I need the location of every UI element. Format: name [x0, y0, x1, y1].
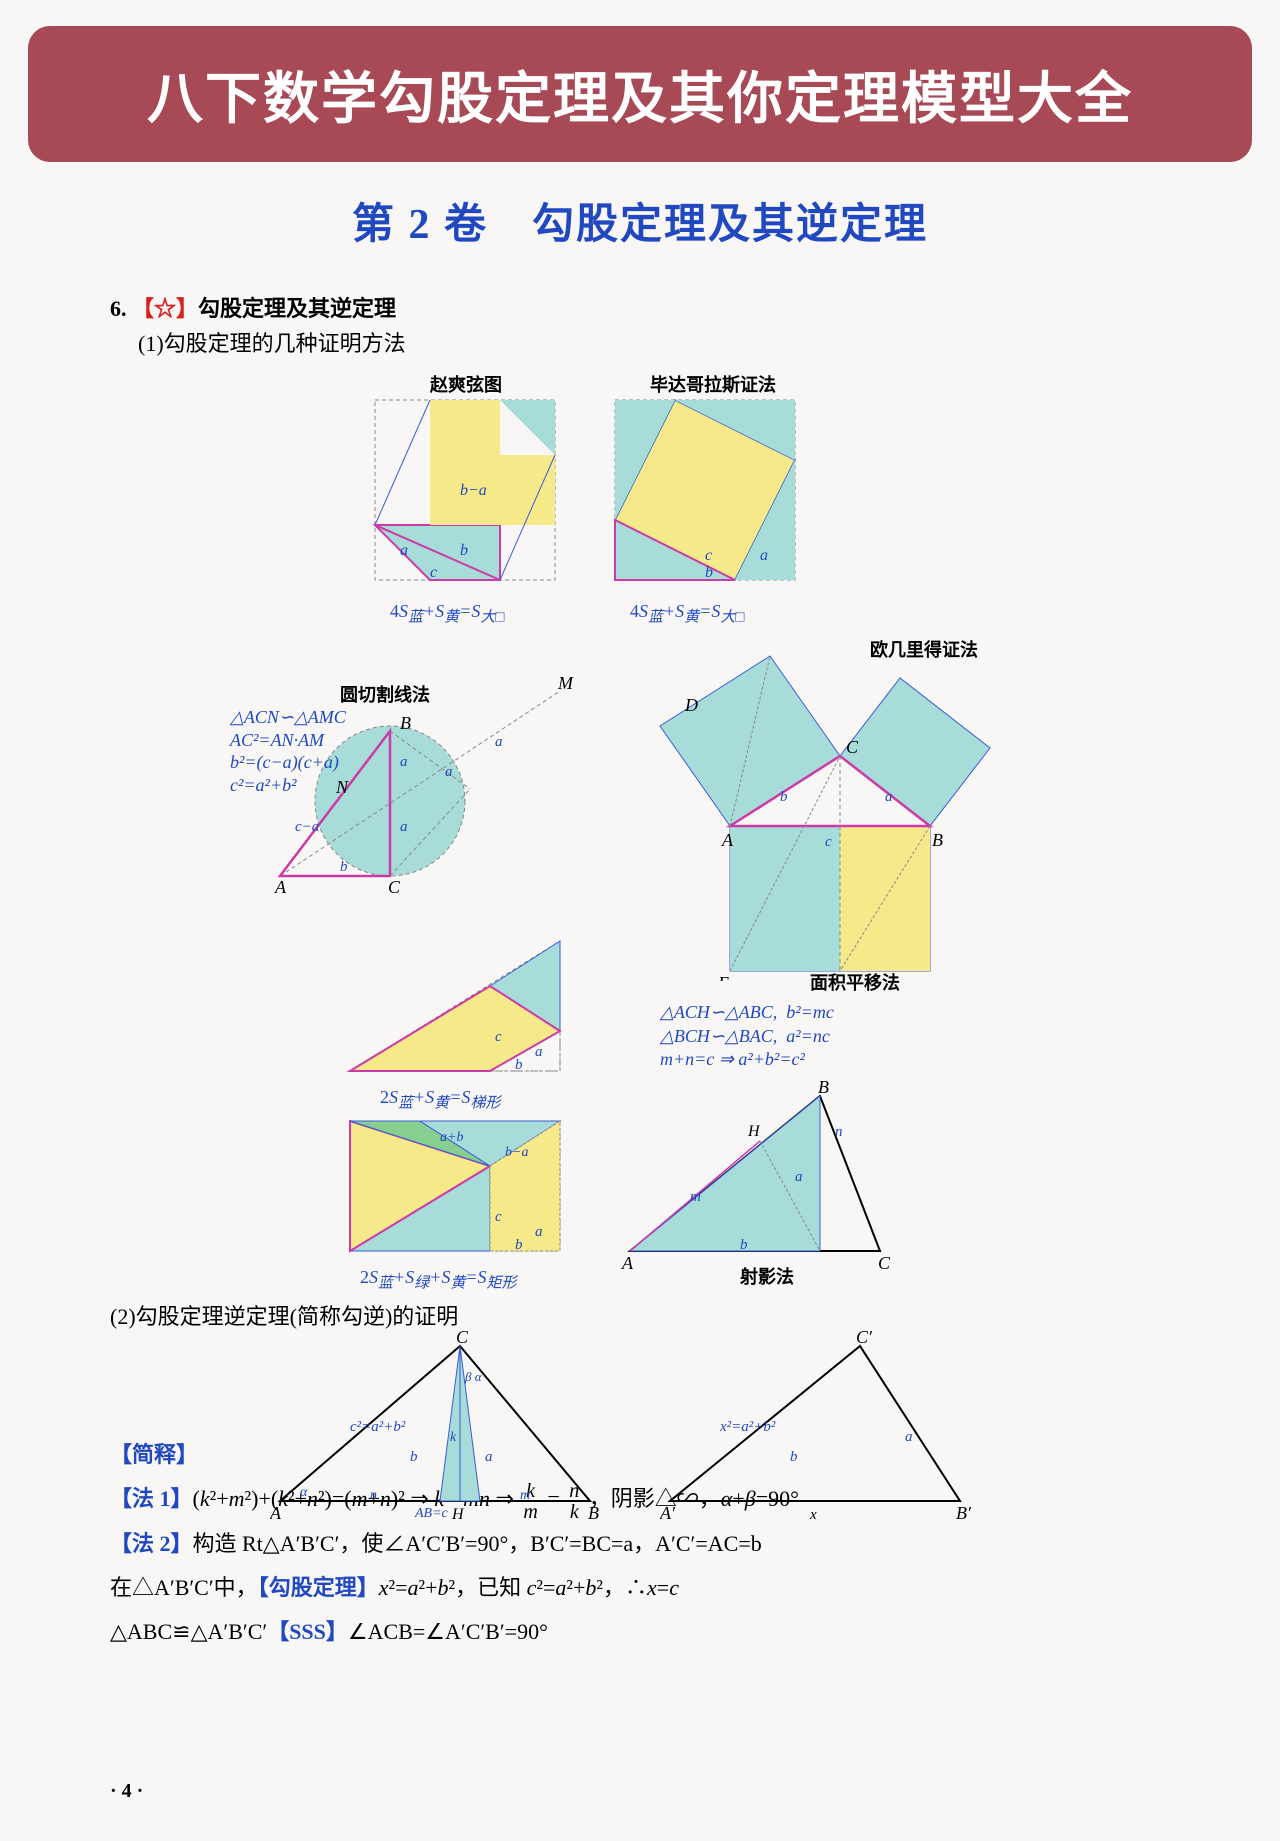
- subtitle: 第 2 卷 勾股定理及其逆定理: [0, 190, 1280, 251]
- svg-text:a: a: [400, 819, 408, 835]
- diagram-inverse-left: A B C H c²=a²+b² b a k β α α n m AB=c: [270, 1331, 610, 1521]
- eq-rectangle: 2S蓝+S绿+S黄=S矩形: [360, 1263, 517, 1296]
- svg-text:a+b: a+b: [440, 1130, 463, 1145]
- method2-line3a: △ABC≌△A′B′C′: [110, 1619, 267, 1644]
- svg-text:c: c: [495, 1209, 502, 1225]
- svg-text:C: C: [846, 737, 859, 757]
- method2-l3tag: 【SSS】: [267, 1619, 348, 1644]
- svg-text:k: k: [450, 1430, 457, 1445]
- subsection-1: (1)勾股定理的几种证明方法: [138, 326, 1170, 361]
- svg-text:x: x: [809, 1507, 817, 1521]
- svg-text:a: a: [535, 1044, 543, 1060]
- svg-text:B: B: [818, 1081, 829, 1097]
- svg-text:B: B: [400, 713, 411, 733]
- svg-text:α: α: [300, 1485, 308, 1500]
- svg-text:a: a: [795, 1169, 803, 1185]
- diagram-area: 赵爽弦图 b−a a b c 4S蓝+S黄=S大□ 毕达哥拉斯证法: [110, 371, 1170, 1421]
- svg-text:a: a: [400, 542, 408, 559]
- svg-text:b: b: [460, 542, 468, 559]
- diagram-pythagoras: c a b: [610, 395, 810, 595]
- svg-text:A: A: [274, 877, 287, 897]
- svg-text:β α: β α: [464, 1369, 483, 1384]
- svg-text:c: c: [495, 1029, 502, 1045]
- svg-text:b: b: [515, 1057, 523, 1073]
- svg-text:a: a: [885, 789, 893, 805]
- label-projection: 射影法: [740, 1263, 794, 1292]
- svg-text:b: b: [780, 789, 788, 805]
- eq-projection: △ACH∽△ABC, b²=mc △BCH∽△BAC, a²=nc m+n=c …: [660, 1001, 834, 1071]
- method2-line3b: ∠ACB=∠A′C′B′=90°: [348, 1619, 548, 1644]
- method1-tag: 【法 1】: [110, 1486, 193, 1511]
- svg-text:H: H: [451, 1506, 465, 1521]
- content-body: 6. 【☆】勾股定理及其逆定理 (1)勾股定理的几种证明方法 赵爽弦图 b−a …: [110, 291, 1170, 1654]
- method2-tag: 【法 2】: [110, 1531, 193, 1556]
- method2-line2a: 在△A′B′C′中，: [110, 1575, 258, 1600]
- svg-text:b−a: b−a: [505, 1145, 528, 1160]
- svg-text:a: a: [485, 1449, 493, 1465]
- svg-text:E: E: [717, 973, 729, 981]
- svg-text:m: m: [690, 1189, 701, 1205]
- svg-text:A: A: [621, 1253, 634, 1271]
- page-number: · 4 ·: [110, 1780, 143, 1803]
- svg-text:b: b: [340, 859, 348, 875]
- svg-text:a: a: [400, 754, 408, 770]
- svg-text:H: H: [747, 1123, 761, 1140]
- section-number: 6.: [110, 296, 127, 321]
- svg-text:D: D: [684, 695, 698, 715]
- svg-text:c: c: [430, 564, 437, 581]
- svg-text:A′: A′: [660, 1503, 676, 1521]
- svg-text:m: m: [520, 1488, 530, 1503]
- svg-text:B: B: [588, 1503, 599, 1521]
- svg-text:a: a: [445, 764, 453, 780]
- star-marker: 【☆】: [132, 296, 198, 321]
- explanation-block: 【简释】 【法 1】(k²+m²)+(k²+n²)=(m+n)² ⇒ k²=mn…: [110, 1433, 1170, 1653]
- svg-text:a: a: [495, 734, 503, 750]
- diagram-trapezoid: c a b: [340, 931, 570, 1081]
- svg-text:n: n: [370, 1488, 377, 1503]
- eq-zhaoshuang: 4S蓝+S黄=S大□: [390, 597, 504, 630]
- svg-text:b: b: [410, 1449, 418, 1465]
- title-banner: 八下数学勾股定理及其你定理模型大全: [28, 26, 1252, 162]
- diagram-rectangle: a+b b−a c a b: [340, 1111, 570, 1261]
- svg-text:C: C: [878, 1253, 891, 1271]
- diagram-projection: A C B H m a n b: [620, 1081, 900, 1271]
- method2-line2b: x²=a²+b²，已知 c²=a²+b²，∴x=c: [379, 1575, 679, 1600]
- svg-text:AB=c: AB=c: [414, 1506, 449, 1521]
- svg-text:c²=a²+b²: c²=a²+b²: [350, 1419, 406, 1435]
- svg-text:b: b: [740, 1237, 748, 1253]
- eq-circle: △ACN∽△AMC AC²=AN·AM b²=(c−a)(c+a) c²=a²+…: [230, 706, 346, 796]
- svg-text:A: A: [721, 830, 734, 850]
- svg-text:a: a: [760, 547, 768, 564]
- svg-text:b−a: b−a: [460, 482, 487, 499]
- svg-text:a: a: [535, 1224, 543, 1240]
- svg-text:C: C: [388, 877, 401, 897]
- section-title: 勾股定理及其逆定理: [198, 296, 396, 321]
- svg-text:b: b: [515, 1237, 523, 1253]
- method2-line1: 构造 Rt△A′B′C′，使∠A′C′B′=90°，B′C′=BC=a，A′C′…: [193, 1531, 762, 1556]
- method2-l2tag: 【勾股定理】: [258, 1575, 379, 1600]
- subsection-2: (2)勾股定理逆定理(简称勾逆)的证明: [110, 1299, 458, 1334]
- svg-text:a: a: [905, 1429, 913, 1445]
- svg-text:B′: B′: [956, 1503, 972, 1521]
- svg-text:B: B: [932, 830, 943, 850]
- explain-title: 【简释】: [110, 1433, 1170, 1477]
- diagram-euclid: A B C D E b a c: [630, 651, 1050, 981]
- eq-pythagoras: 4S蓝+S黄=S大□: [630, 597, 744, 630]
- svg-text:C′: C′: [856, 1331, 873, 1347]
- svg-text:n: n: [835, 1124, 843, 1140]
- diagram-inverse-right: A′ B′ C′ x²=a²+b² b a x: [660, 1331, 980, 1521]
- svg-text:b: b: [705, 564, 713, 581]
- label-area-shift: 面积平移法: [810, 969, 900, 998]
- svg-text:M: M: [557, 673, 574, 693]
- svg-text:A: A: [270, 1503, 282, 1521]
- svg-text:C: C: [456, 1331, 469, 1347]
- svg-text:c−a: c−a: [295, 819, 319, 835]
- diagram-zhaoshuang: b−a a b c: [370, 395, 570, 595]
- svg-text:c: c: [825, 834, 832, 850]
- svg-text:b: b: [790, 1449, 798, 1465]
- svg-text:x²=a²+b²: x²=a²+b²: [719, 1419, 776, 1435]
- svg-text:c: c: [705, 547, 712, 564]
